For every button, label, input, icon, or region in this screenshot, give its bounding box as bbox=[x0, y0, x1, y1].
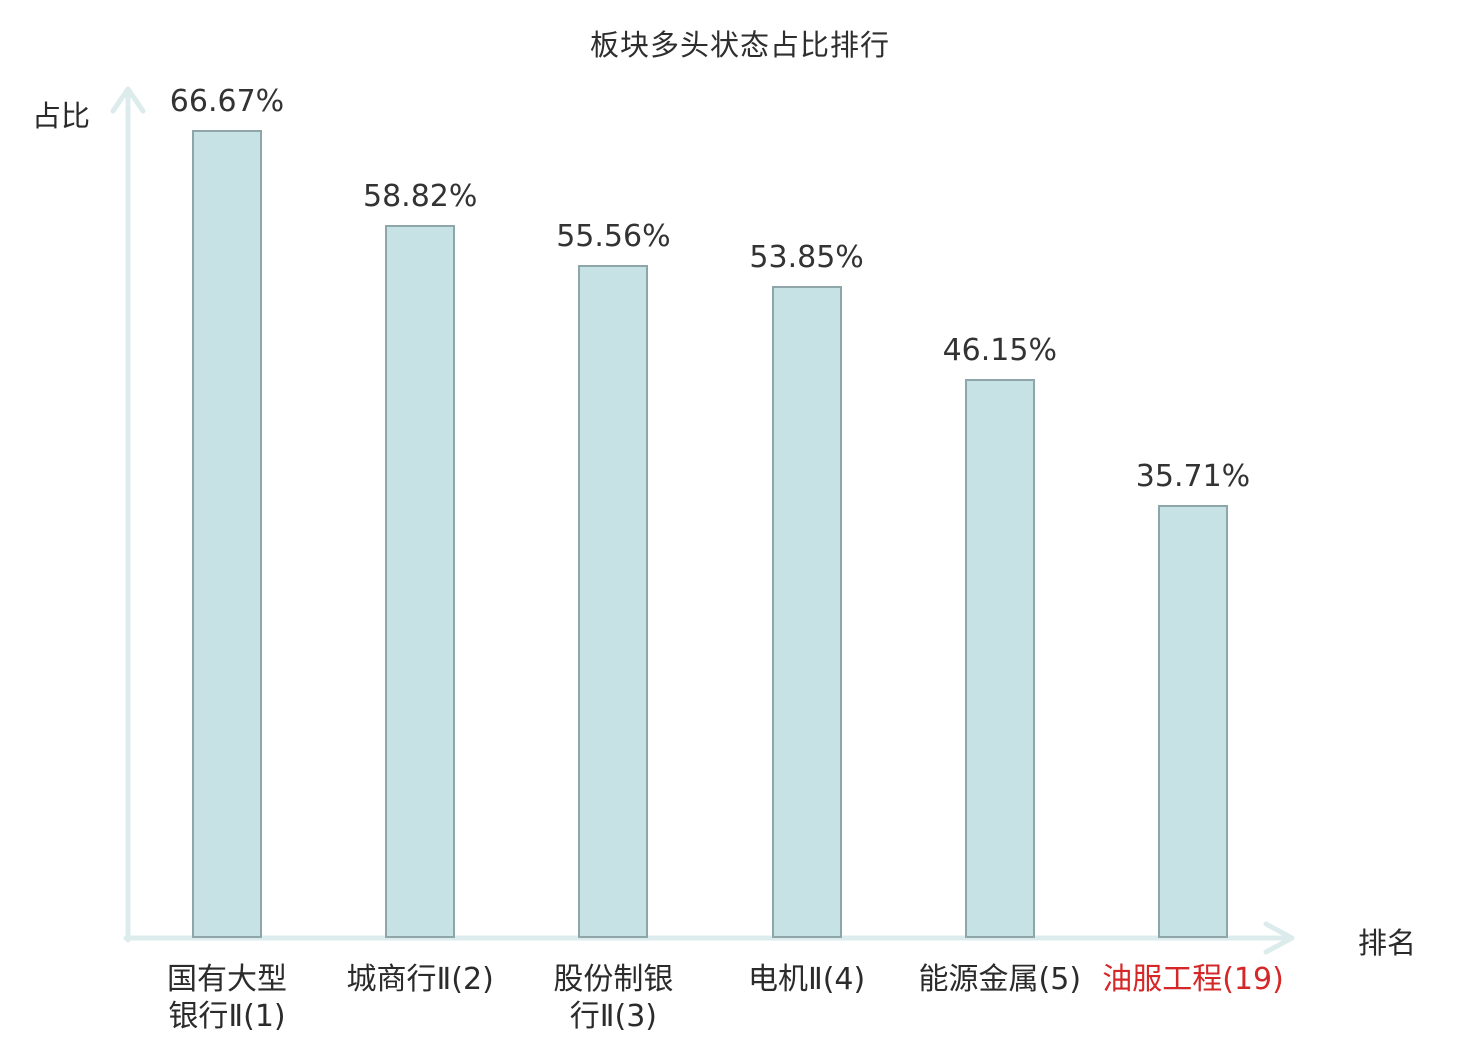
y-axis-label: 占比 bbox=[32, 99, 91, 133]
category-label-line: 电机Ⅱ(4) bbox=[747, 962, 866, 997]
bar-value-label: 35.71% bbox=[1135, 459, 1251, 494]
x-axis-label: 排名 bbox=[1358, 926, 1417, 960]
bar bbox=[1158, 505, 1228, 938]
category-label-line: 能源金属(5) bbox=[918, 962, 1082, 997]
category-label: 能源金属(5) bbox=[865, 961, 1135, 998]
bar-value-label: 46.15% bbox=[942, 333, 1057, 368]
x-axis-arrow bbox=[1263, 921, 1295, 955]
category-label-line: 城商行Ⅱ(2) bbox=[346, 962, 494, 997]
chart-title: 板块多头状态占比排行 bbox=[589, 28, 890, 62]
category-label-line: 股份制银 bbox=[553, 962, 674, 997]
bar-value-label: 53.85% bbox=[749, 240, 864, 275]
bar bbox=[771, 286, 842, 938]
y-axis-arrow bbox=[110, 86, 146, 114]
category-label: 城商行Ⅱ(2) bbox=[285, 961, 555, 998]
category-label-line: 银行Ⅱ(1) bbox=[168, 999, 286, 1034]
category-label-line: 油服工程(19) bbox=[1102, 962, 1284, 997]
category-label: 电机Ⅱ(4) bbox=[672, 961, 942, 998]
bar-value-label: 66.67% bbox=[169, 84, 285, 119]
bar bbox=[192, 130, 262, 938]
category-label: 油服工程(19) bbox=[1058, 961, 1328, 998]
category-label-line: 国有大型 bbox=[167, 962, 287, 997]
category-label: 国有大型 银行Ⅱ(1) bbox=[92, 961, 362, 1035]
bar bbox=[385, 225, 456, 938]
bar-value-label: 55.56% bbox=[556, 219, 671, 254]
bar bbox=[578, 265, 649, 938]
category-label-line: 行Ⅱ(3) bbox=[569, 999, 658, 1034]
bar bbox=[964, 379, 1035, 938]
category-label: 股份制银 行Ⅱ(3) bbox=[478, 961, 748, 1035]
bar-value-label: 58.82% bbox=[362, 179, 478, 214]
